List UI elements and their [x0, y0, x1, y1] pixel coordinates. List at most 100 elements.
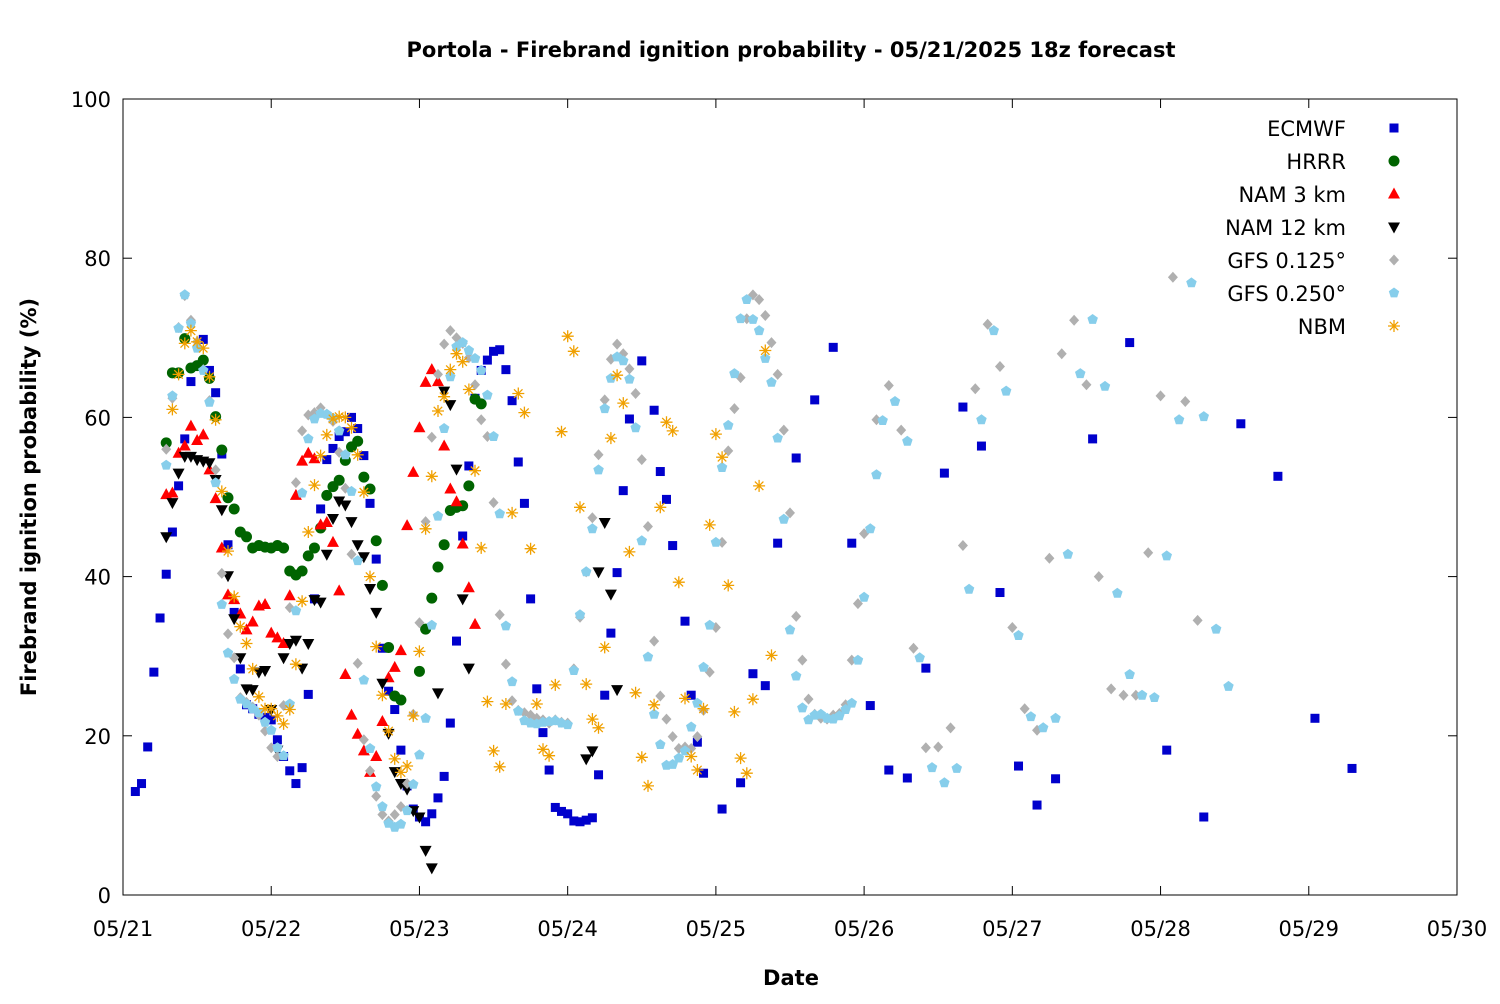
- point-ecmwf: [1310, 713, 1320, 723]
- point-nam-3-km: [413, 421, 426, 433]
- point-gfs-0-250: [1075, 368, 1086, 379]
- point-gfs-0-250: [1136, 689, 1148, 700]
- point-nam-3-km: [178, 439, 191, 451]
- point-nbm: [753, 479, 766, 492]
- y-tick-label: 100: [71, 88, 111, 112]
- point-ecmwf: [563, 809, 573, 819]
- point-nam-3-km: [326, 535, 339, 547]
- point-nam-3-km: [401, 519, 414, 531]
- y-axis-label: Firebrand ignition probability (%): [17, 298, 41, 696]
- point-hrrr: [463, 480, 475, 492]
- point-ecmwf: [316, 504, 326, 514]
- point-nam-12-km: [345, 517, 358, 529]
- point-ecmwf: [699, 768, 709, 778]
- point-gfs-0-250: [871, 469, 882, 480]
- point-gfs-0-250: [636, 535, 647, 546]
- point-ecmwf: [637, 356, 647, 366]
- point-ecmwf: [1032, 800, 1042, 810]
- point-ecmwf: [198, 334, 208, 344]
- point-gfs-0-250: [1186, 277, 1197, 288]
- point-nbm: [438, 390, 451, 403]
- point-gfs-0-250: [482, 389, 493, 400]
- point-ecmwf: [174, 481, 184, 491]
- point-nam-12-km: [586, 746, 599, 758]
- point-gfs-0-125: [994, 360, 1005, 372]
- point-hrrr: [370, 535, 382, 547]
- point-gfs-0-250: [735, 313, 746, 324]
- point-ecmwf: [624, 414, 634, 424]
- point-nbm: [549, 678, 562, 691]
- point-gfs-0-250: [445, 371, 456, 382]
- point-gfs-0-250: [1161, 550, 1172, 561]
- point-gfs-0-125: [920, 742, 931, 754]
- x-tick-label: 05/21: [93, 917, 154, 941]
- point-gfs-0-250: [408, 778, 419, 789]
- point-nbm: [228, 590, 241, 603]
- point-gfs-0-125: [803, 693, 814, 705]
- point-gfs-0-250: [772, 432, 783, 443]
- point-hrrr: [241, 531, 253, 543]
- y-tick-label: 60: [84, 406, 111, 430]
- point-hrrr: [432, 561, 444, 573]
- point-ecmwf: [600, 690, 610, 700]
- point-gfs-0-125: [297, 425, 308, 437]
- point-gfs-0-250: [371, 781, 382, 792]
- point-gfs-0-250: [167, 390, 178, 401]
- point-nbm: [487, 744, 500, 757]
- legend-marker-nbm: [1388, 320, 1400, 332]
- point-ecmwf: [390, 705, 400, 715]
- point-nbm: [209, 413, 222, 426]
- y-tick-label: 0: [98, 884, 111, 908]
- point-nam-12-km: [425, 863, 438, 875]
- point-gfs-0-250: [729, 368, 740, 379]
- point-gfs-0-125: [624, 363, 635, 375]
- point-gfs-0-125: [599, 394, 610, 406]
- point-nam-3-km: [283, 589, 296, 601]
- point-gfs-0-125: [766, 337, 777, 349]
- point-ecmwf: [649, 405, 659, 415]
- point-ecmwf: [211, 388, 221, 398]
- point-gfs-0-125: [778, 424, 789, 436]
- point-gfs-0-250: [760, 353, 771, 363]
- point-gfs-0-250: [599, 403, 610, 414]
- series-nbm: [166, 324, 778, 792]
- point-nbm: [481, 695, 494, 708]
- point-hrrr: [333, 474, 345, 486]
- point-ecmwf: [791, 453, 801, 463]
- point-ecmwf: [167, 527, 177, 537]
- point-nbm: [635, 751, 648, 764]
- point-ecmwf: [1125, 338, 1135, 348]
- point-nbm: [543, 749, 556, 762]
- point-gfs-0-125: [358, 734, 369, 746]
- point-nam-3-km: [197, 428, 210, 440]
- point-gfs-0-250: [290, 605, 302, 616]
- point-gfs-0-125: [488, 497, 499, 509]
- point-gfs-0-250: [1149, 692, 1160, 702]
- point-ecmwf: [507, 396, 517, 406]
- point-nbm: [283, 703, 296, 716]
- point-gfs-0-125: [970, 383, 981, 395]
- point-ecmwf: [377, 643, 387, 653]
- point-ecmwf: [328, 443, 338, 453]
- point-nbm: [716, 451, 729, 464]
- point-gfs-0-250: [216, 599, 227, 609]
- point-nbm: [197, 342, 210, 355]
- point-nam-3-km: [376, 714, 389, 726]
- point-nbm: [314, 449, 327, 462]
- point-gfs-0-250: [587, 523, 598, 534]
- point-nam-3-km: [450, 495, 463, 507]
- point-ecmwf: [204, 365, 214, 375]
- point-ecmwf: [865, 701, 875, 711]
- point-nam-12-km: [283, 638, 296, 650]
- point-gfs-0-125: [414, 617, 425, 629]
- point-nam-12-km: [203, 458, 216, 470]
- point-nbm: [469, 464, 481, 477]
- point-ecmwf: [143, 742, 153, 752]
- point-nam-12-km: [419, 845, 432, 857]
- point-hrrr: [278, 542, 290, 554]
- point-nam-3-km: [425, 363, 438, 375]
- point-gfs-0-125: [1180, 395, 1191, 407]
- point-nam-12-km: [314, 597, 327, 609]
- point-nbm: [722, 579, 735, 592]
- point-hrrr: [160, 437, 172, 449]
